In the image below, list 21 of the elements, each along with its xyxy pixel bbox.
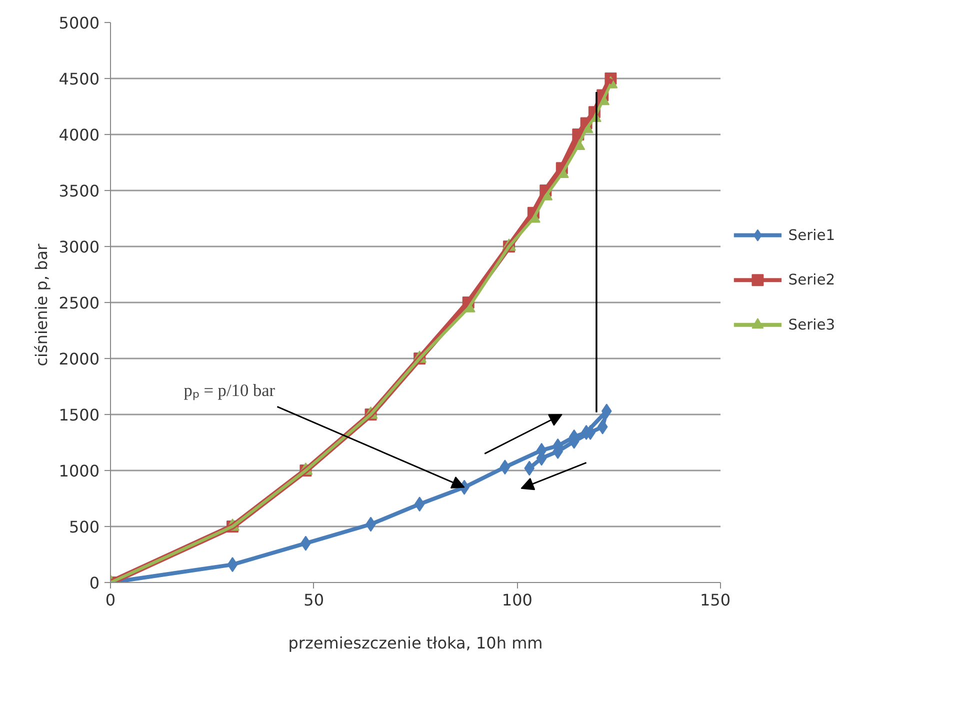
y-tick-label: 1500	[58, 406, 100, 424]
y-tick-label: 0	[89, 574, 100, 592]
x-axis-title: przemieszczenie tłoka, 10h mm	[288, 634, 543, 652]
y-tick-label: 4500	[58, 70, 100, 88]
y-axis-title: ciśnienie p, bar	[32, 243, 51, 366]
x-tick-label: 50	[304, 590, 324, 610]
x-tick-label: 100	[502, 590, 532, 610]
y-tick-label: 3500	[58, 182, 100, 200]
y-tick-label: 3000	[58, 238, 100, 256]
x-tick-label: 0	[105, 590, 116, 610]
y-tick-label: 500	[68, 518, 100, 536]
annotation: pₚ = p/10 bar	[184, 380, 276, 401]
y-tick-label: 1000	[58, 462, 100, 480]
y-tick-label: 2000	[58, 350, 100, 368]
x-tick-label: 150	[700, 590, 731, 610]
legend-label: Serie3	[788, 316, 836, 334]
y-tick-label: 5000	[58, 14, 100, 32]
y-tick-label: 2500	[58, 294, 100, 312]
y-tick-label: 4000	[58, 126, 100, 144]
legend-label: Serie1	[788, 226, 836, 244]
legend-label: Serie2	[788, 272, 836, 289]
